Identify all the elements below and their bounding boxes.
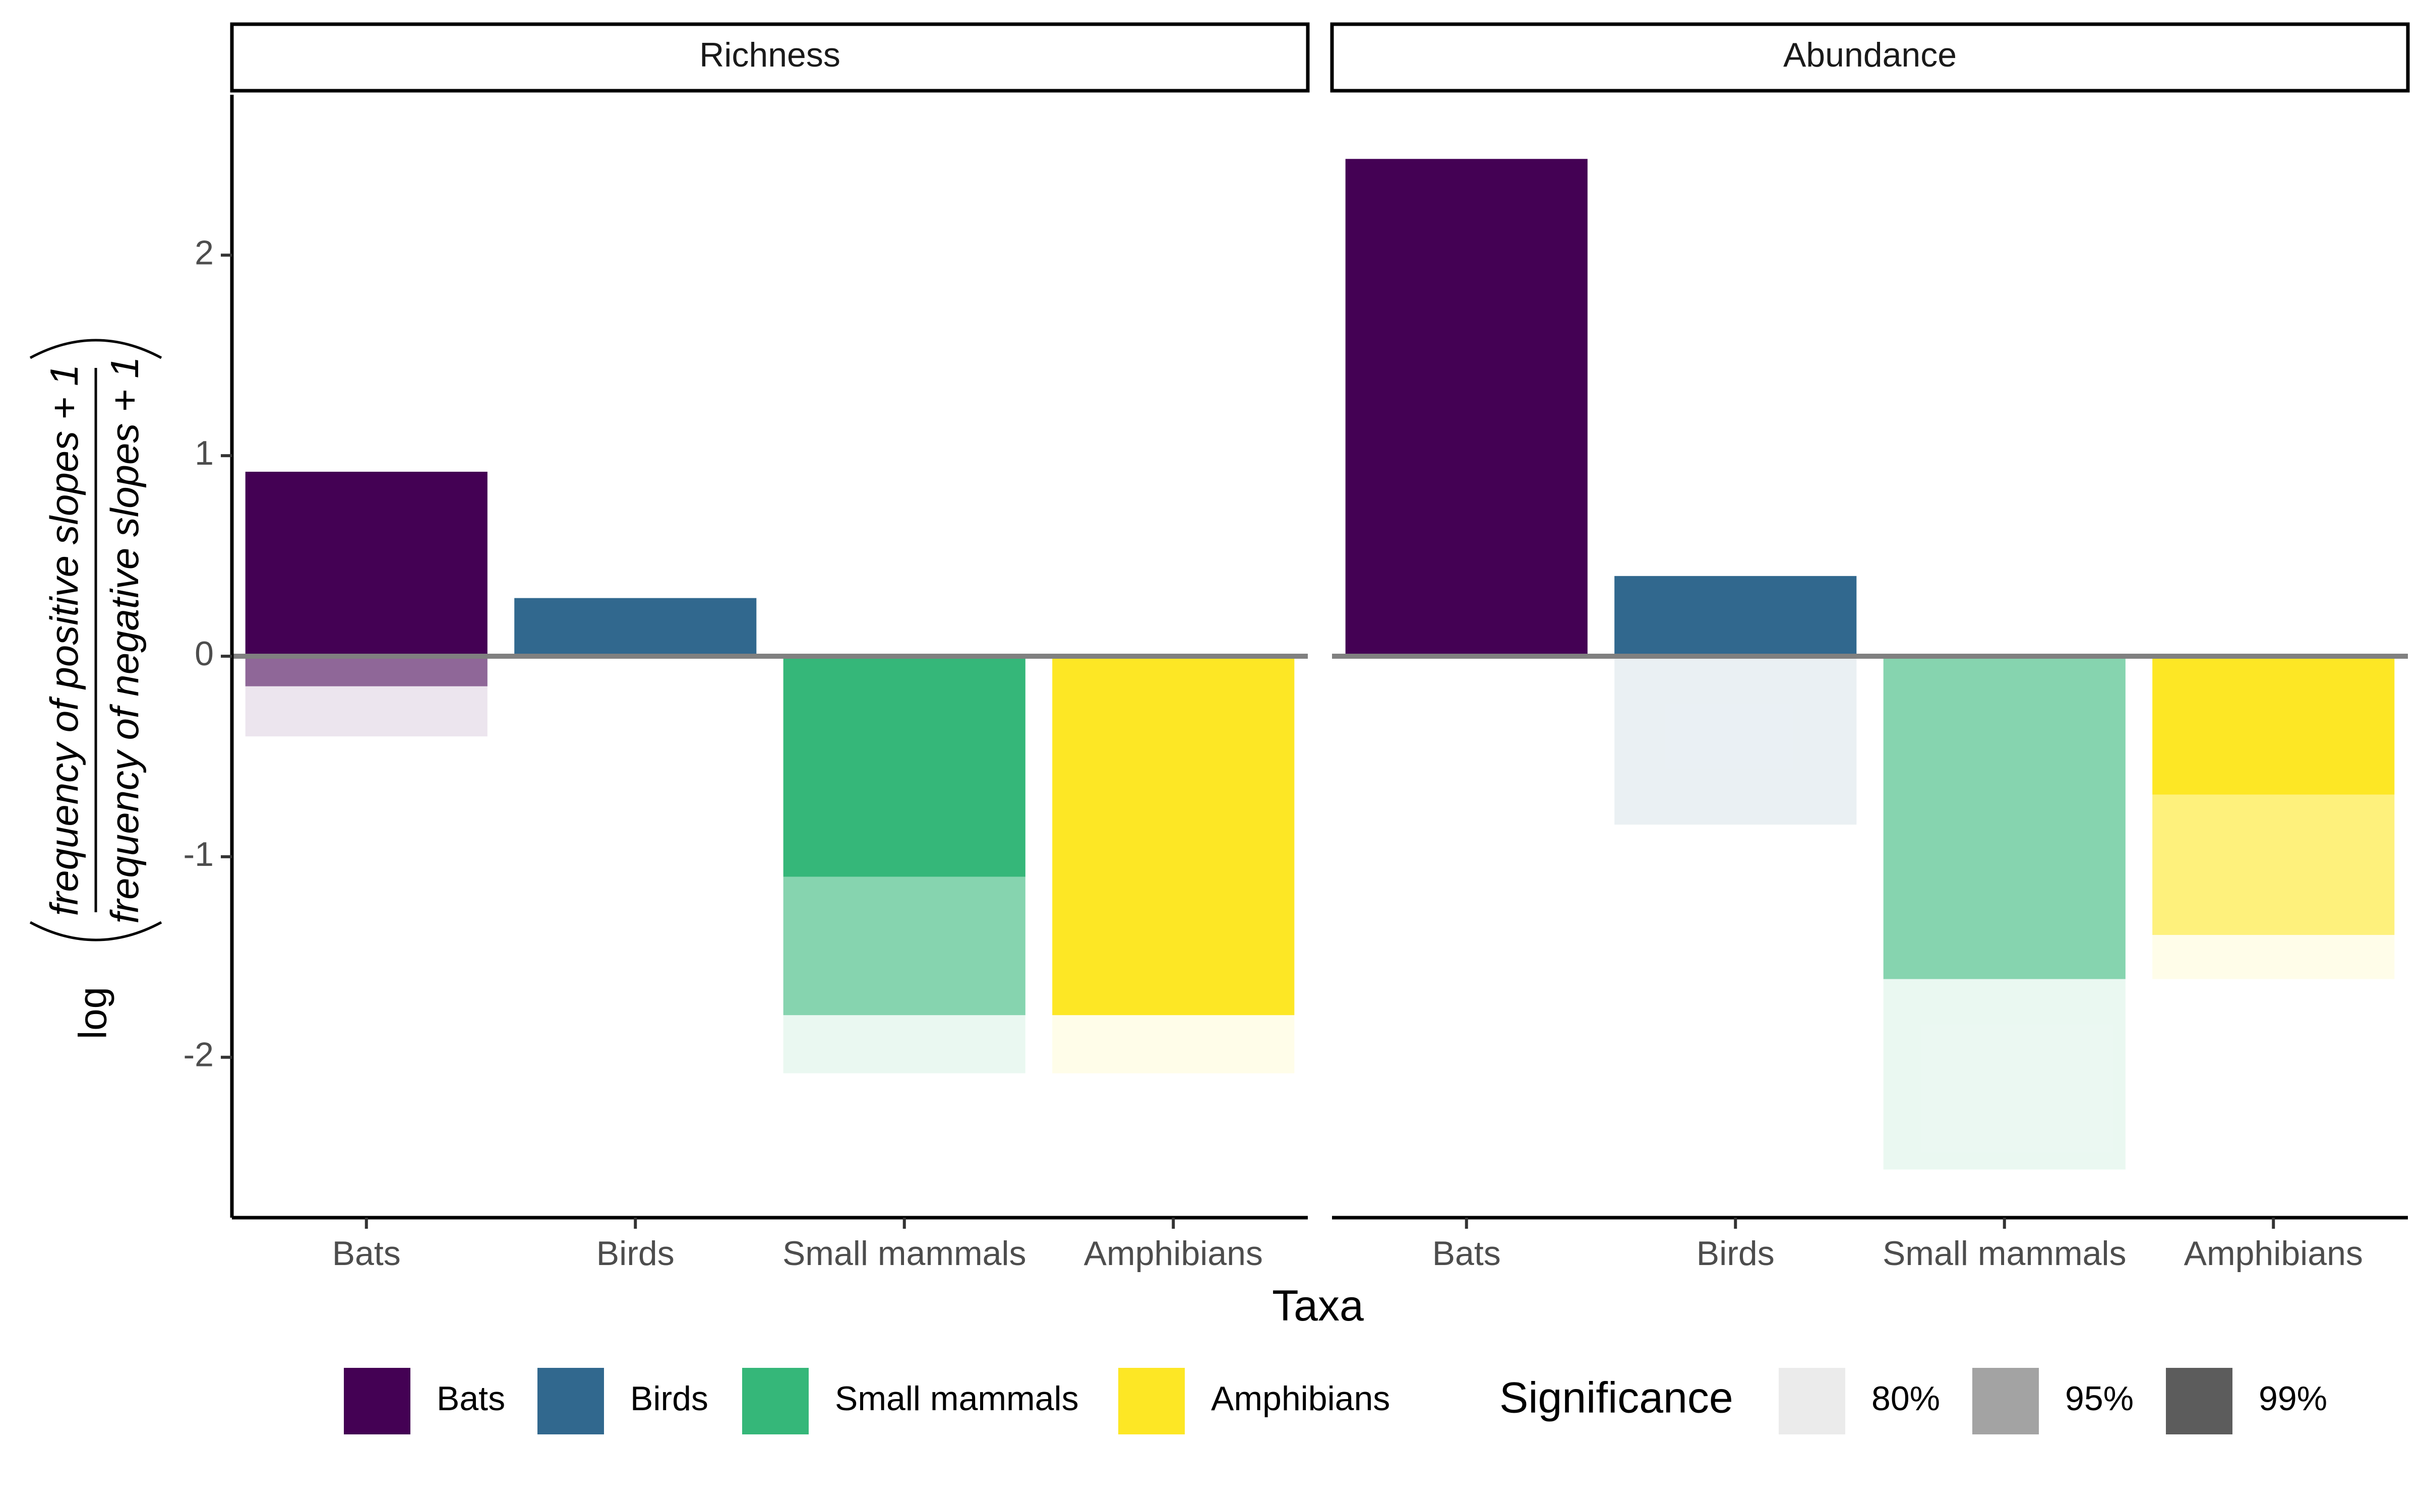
x-tick-label-abundance-birds: Birds: [1697, 1234, 1775, 1273]
legend-key-birds: [537, 1368, 604, 1434]
y-axis-title-right-paren: [29, 339, 162, 359]
bar-richness-small-mammals-80pct: [783, 1015, 1025, 1074]
y-tick-label: -2: [184, 1036, 214, 1074]
y-tick-label: 0: [195, 635, 214, 673]
x-tick-label-abundance-small-mammals: Small mammals: [1883, 1234, 2127, 1273]
panels: Richness Bats Birds Small mammals Amphibians…: [230, 22, 2410, 1273]
y-axis-title: log frequency of positive slopes + 1 fre…: [29, 339, 162, 1039]
bar-richness-amphibians-80pct: [1052, 1015, 1295, 1074]
bar-richness-small-mammals-99pct: [783, 656, 1025, 877]
legend-label-significance-95pct: 95%: [2065, 1379, 2134, 1418]
x-tick-label-richness-small-mammals: Small mammals: [782, 1234, 1026, 1273]
legend-key-amphibians: [1118, 1368, 1185, 1434]
bar-abundance-bats-99pct: [1345, 159, 1588, 656]
panel-richness: Richness Bats Birds Small mammals Amphibians: [230, 22, 1310, 1273]
legend-significance-title: Significance: [1499, 1374, 1733, 1422]
y-tick-label: 1: [195, 434, 214, 472]
bar-abundance-birds-80pct: [1614, 656, 1857, 825]
bar-richness-small-mammals-95pct: [783, 876, 1025, 1016]
strip-abundance: [1330, 22, 2410, 93]
panel-abundance: Abundance Bats Birds Small mammals Amphibian…: [1330, 22, 2410, 1273]
x-tick-label-abundance-bats: Bats: [1432, 1234, 1501, 1273]
strip-label-abundance: Abundance: [1783, 36, 1957, 74]
legend-key-significance-99pct: [2166, 1368, 2232, 1434]
legend-label-significance-99pct: 99%: [2259, 1379, 2327, 1418]
x-tick-label-richness-birds: Birds: [596, 1234, 675, 1273]
legend-label-bats: Bats: [437, 1379, 505, 1418]
x-tick-label-richness-bats: Bats: [332, 1234, 401, 1273]
y-tick-label: 2: [195, 233, 214, 272]
bar-abundance-birds-99pct: [1614, 576, 1857, 656]
x-tick-label-abundance-amphibians: Amphibians: [2184, 1234, 2363, 1273]
legend-label-amphibians: Amphibians: [1211, 1379, 1390, 1418]
bar-richness-bats-99pct: [245, 471, 488, 656]
strip-label-richness: Richness: [699, 36, 840, 74]
legend-key-bats: [344, 1368, 410, 1434]
legend-key-small-mammals: [742, 1368, 809, 1434]
y-axis: -2 -1 0 1 2: [184, 95, 234, 1218]
x-axis-title: Taxa: [1272, 1282, 1364, 1330]
bar-abundance-small-mammals-80pct: [1883, 979, 2126, 1170]
legend-key-significance-80pct: [1779, 1368, 1845, 1434]
y-axis-title-denominator: frequency of negative slopes + 1: [102, 356, 147, 923]
bar-abundance-amphibians-99pct: [2152, 656, 2395, 795]
y-axis-title-prefix: log: [71, 987, 115, 1039]
bar-richness-amphibians-99pct: [1052, 656, 1295, 1016]
legend-label-small-mammals: Small mammals: [835, 1379, 1079, 1418]
x-tick-label-richness-amphibians: Amphibians: [1084, 1234, 1263, 1273]
bar-abundance-small-mammals-95pct: [1883, 656, 2126, 979]
y-axis-title-numerator: frequency of positive slopes + 1: [42, 364, 86, 916]
bar-richness-bats-95pct: [245, 656, 488, 686]
bar-richness-bats-80pct: [245, 686, 488, 737]
y-tick-label: -1: [184, 835, 214, 873]
bar-richness-birds-99pct: [514, 598, 757, 656]
y-axis-title-left-paren: [29, 921, 162, 941]
bar-abundance-amphibians-95pct: [2152, 794, 2395, 935]
legend-key-significance-95pct: [1972, 1368, 2039, 1434]
bar-abundance-amphibians-80pct: [2152, 935, 2395, 979]
legend-label-significance-80pct: 80%: [1871, 1379, 1940, 1418]
strip-richness: [230, 22, 1310, 93]
legend-label-birds: Birds: [630, 1379, 708, 1418]
legend: Bats Birds Small mammals Amphibians Signific…: [344, 1368, 2327, 1434]
